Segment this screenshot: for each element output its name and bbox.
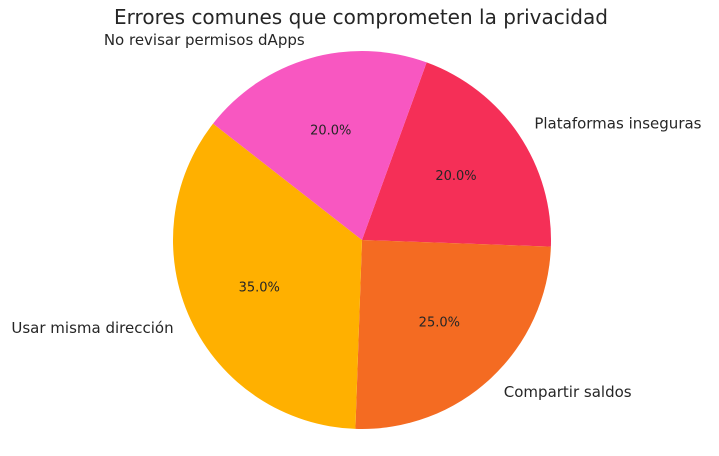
pie-category-label: Compartir saldos xyxy=(504,383,632,401)
pie-percent-label: 20.0% xyxy=(435,169,476,184)
pie-category-label: Usar misma dirección xyxy=(11,319,173,337)
pie-category-label: No revisar permisos dApps xyxy=(104,31,305,49)
pie-slice-usar-misma-direccion xyxy=(173,123,362,429)
pie-slice-plataformas-inseguras xyxy=(362,62,551,247)
pie-slice-compartir-saldos xyxy=(355,240,551,429)
pie-percent-label: 20.0% xyxy=(310,123,351,138)
pie-slices xyxy=(173,51,551,429)
pie-category-label: Plataformas inseguras xyxy=(534,115,701,133)
chart-title: Errores comunes que comprometen la priva… xyxy=(114,5,608,29)
pie-percent-label: 35.0% xyxy=(239,280,280,295)
pie-slice-no-revisar-permisos-dapps xyxy=(213,51,427,240)
pie-labels: 20.0% Plataformas inseguras 25.0% Compartir… xyxy=(11,31,701,401)
pie-percent-label: 25.0% xyxy=(419,315,460,330)
